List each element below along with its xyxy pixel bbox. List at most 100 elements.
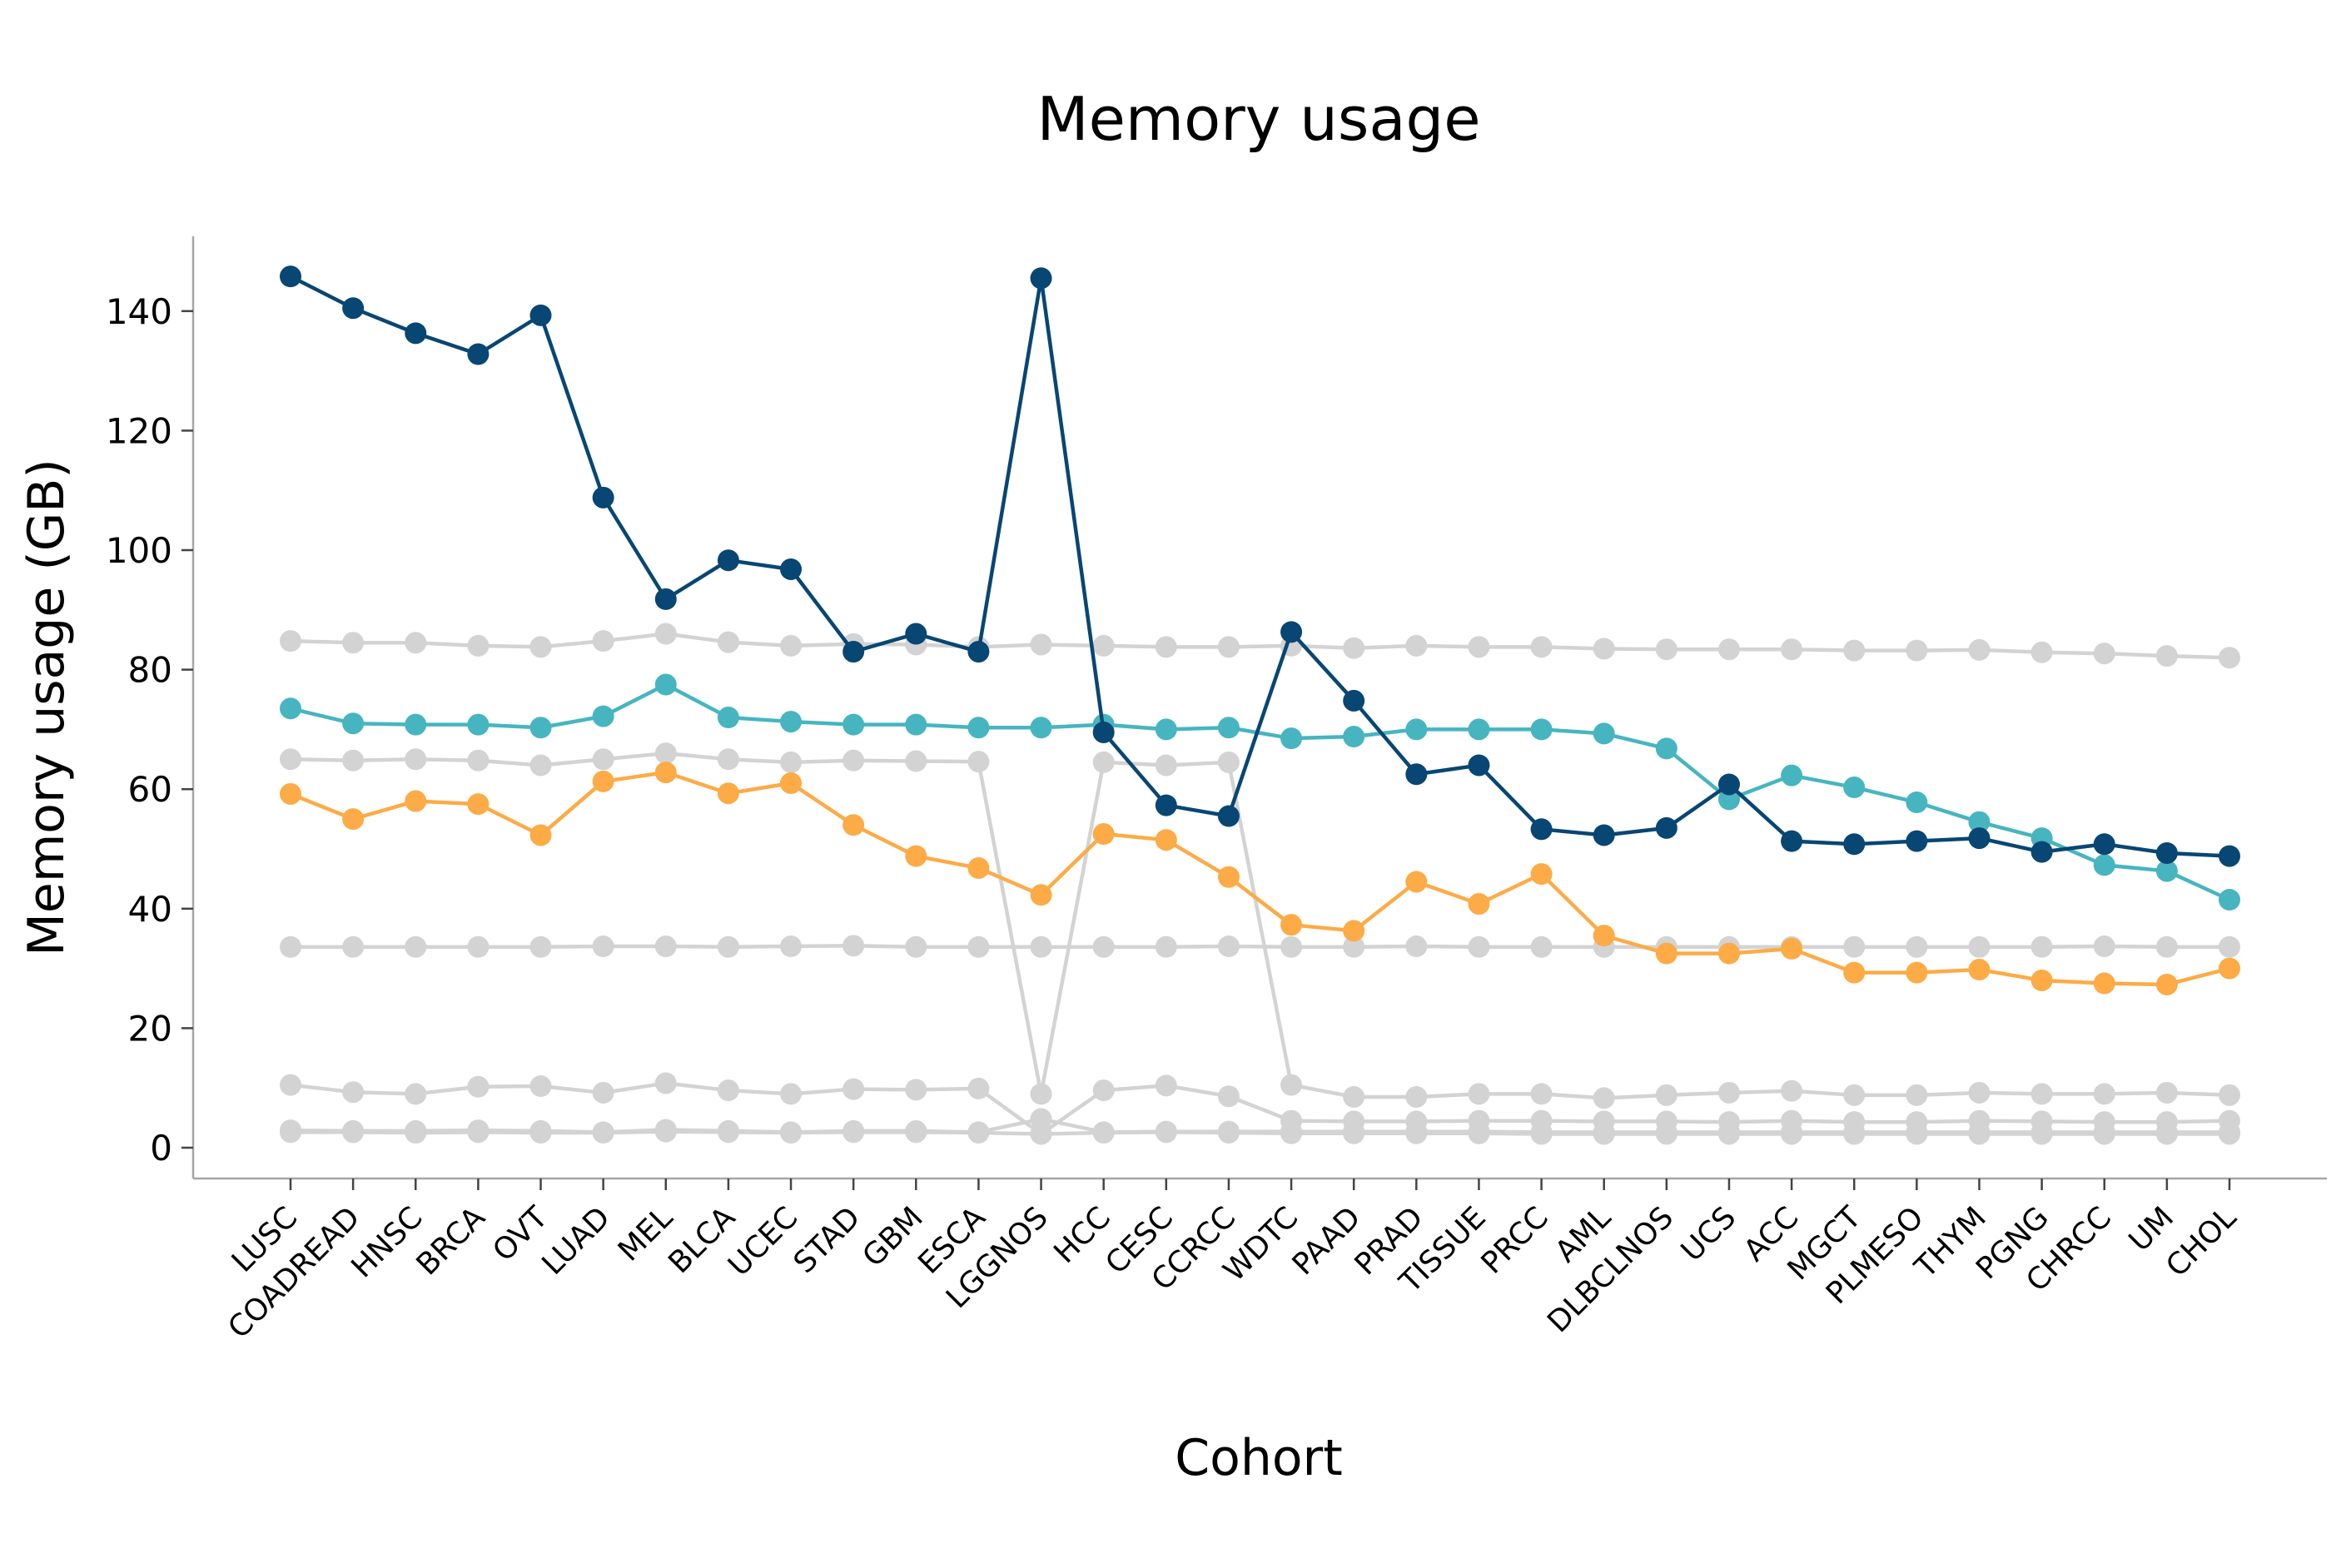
data-point bbox=[342, 632, 365, 654]
data-point bbox=[342, 935, 365, 958]
data-point bbox=[654, 935, 677, 958]
data-point bbox=[1092, 1079, 1115, 1102]
data-point bbox=[905, 1079, 927, 1101]
data-point bbox=[1968, 1123, 1991, 1145]
data-point bbox=[1155, 1074, 1177, 1097]
data-point bbox=[1030, 1108, 1052, 1130]
data-point bbox=[592, 748, 614, 771]
data-point bbox=[467, 749, 490, 772]
data-point bbox=[1217, 805, 1240, 827]
data-point bbox=[2155, 645, 2178, 667]
data-point bbox=[2030, 969, 2053, 991]
series-line bbox=[289, 275, 2230, 858]
data-point bbox=[342, 1121, 365, 1144]
data-point bbox=[1593, 925, 1615, 947]
data-point bbox=[1717, 638, 1740, 661]
data-point bbox=[2093, 935, 2115, 958]
data-point bbox=[1593, 824, 1615, 846]
data-point bbox=[1217, 866, 1240, 888]
data-point bbox=[1968, 935, 1991, 958]
data-point bbox=[467, 1121, 490, 1144]
data-point bbox=[1530, 718, 1553, 741]
data-point bbox=[1405, 718, 1428, 741]
data-point bbox=[1843, 1084, 1866, 1106]
data-point bbox=[280, 630, 301, 653]
data-point bbox=[1217, 935, 1240, 958]
data-point bbox=[1343, 689, 1365, 712]
data-point bbox=[842, 814, 865, 836]
data-point bbox=[280, 935, 301, 958]
data-point bbox=[1781, 1123, 1803, 1145]
data-point bbox=[1405, 763, 1428, 786]
data-point bbox=[2093, 1123, 2115, 1145]
data-point bbox=[405, 1083, 427, 1105]
data-point bbox=[1092, 634, 1115, 657]
data-point bbox=[1217, 1122, 1240, 1144]
data-point bbox=[1092, 1122, 1115, 1144]
data-point bbox=[1717, 942, 1740, 965]
data-point bbox=[1906, 639, 1928, 662]
data-point bbox=[1468, 718, 1490, 741]
data-point bbox=[405, 632, 427, 654]
data-point bbox=[467, 793, 490, 816]
data-point bbox=[1343, 920, 1365, 942]
data-point bbox=[1030, 1123, 1052, 1145]
data-point bbox=[405, 1122, 427, 1144]
data-point bbox=[405, 713, 427, 736]
data-point bbox=[342, 1081, 365, 1104]
data-point bbox=[529, 1075, 552, 1098]
data-point bbox=[1468, 754, 1490, 777]
data-point bbox=[1530, 863, 1553, 886]
data-point bbox=[2093, 643, 2115, 665]
series-line bbox=[291, 944, 2229, 950]
data-point bbox=[2219, 647, 2240, 669]
data-point bbox=[1280, 1074, 1303, 1096]
data-point bbox=[1405, 935, 1428, 958]
data-point bbox=[1468, 636, 1490, 658]
data-point bbox=[1717, 1081, 1740, 1104]
data-point bbox=[1593, 1087, 1615, 1109]
data-point bbox=[905, 750, 927, 772]
series-0 bbox=[280, 623, 2240, 669]
data-point bbox=[2219, 889, 2240, 911]
data-point bbox=[2155, 973, 2178, 995]
data-point bbox=[967, 751, 990, 773]
data-point bbox=[467, 634, 490, 657]
series-7 bbox=[280, 673, 2240, 911]
data-point bbox=[1655, 942, 1677, 965]
data-point bbox=[780, 772, 803, 795]
data-point bbox=[280, 748, 301, 771]
data-point bbox=[2155, 1123, 2178, 1145]
data-point bbox=[1843, 1123, 1866, 1145]
data-point bbox=[842, 641, 865, 663]
data-point bbox=[905, 935, 927, 958]
data-point bbox=[1781, 937, 1803, 960]
y-tick-label: 20 bbox=[128, 1008, 172, 1049]
data-point bbox=[1781, 638, 1803, 661]
x-tick-label: HNSC bbox=[345, 1200, 430, 1284]
data-point bbox=[2155, 935, 2178, 958]
data-point bbox=[467, 343, 490, 365]
y-tick-label: 0 bbox=[150, 1128, 172, 1169]
data-point bbox=[1217, 751, 1240, 773]
x-tick-label: UCS bbox=[1675, 1200, 1743, 1268]
data-point bbox=[1030, 1083, 1052, 1105]
data-point bbox=[654, 673, 677, 696]
data-point bbox=[842, 749, 865, 772]
data-point bbox=[1655, 816, 1677, 839]
y-tick-label: 120 bbox=[106, 410, 172, 451]
data-point bbox=[780, 711, 803, 733]
data-point bbox=[905, 845, 927, 867]
data-point bbox=[1843, 961, 1866, 984]
data-point bbox=[1343, 1085, 1365, 1108]
data-point bbox=[1968, 811, 1991, 833]
data-point bbox=[1343, 1122, 1365, 1144]
data-point bbox=[1155, 829, 1177, 851]
series-layer bbox=[280, 265, 2240, 1145]
data-point bbox=[1405, 871, 1428, 893]
data-point bbox=[342, 808, 365, 831]
data-point bbox=[654, 762, 677, 784]
y-tick-label: 80 bbox=[128, 650, 172, 691]
data-point bbox=[1092, 823, 1115, 846]
data-point bbox=[280, 265, 301, 288]
